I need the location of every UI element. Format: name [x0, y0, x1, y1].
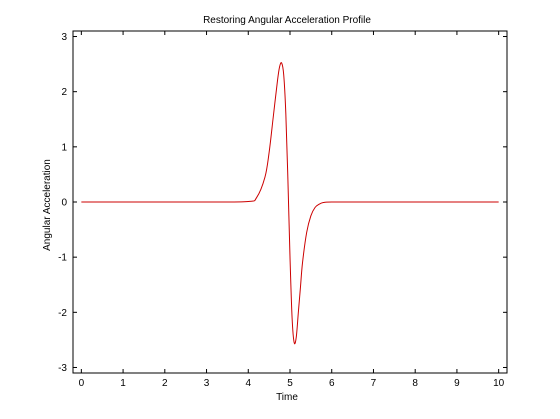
y-tick-label: -1: [58, 253, 67, 264]
y-tick-label: 3: [61, 32, 67, 43]
y-tick-label: 1: [61, 142, 67, 153]
y-tick-label: 0: [61, 198, 67, 209]
y-axis-label: Angular Acceleration: [42, 159, 53, 251]
axis-ticks: 0 1 2 3 4 5 6 7 8 9 10 -3 -2 -1 0 1 2 3: [58, 31, 507, 389]
x-tick-label: 8: [412, 378, 418, 389]
x-tick-label: 7: [371, 378, 377, 389]
x-axis-label: Time: [276, 392, 298, 403]
x-tick-label: 10: [493, 378, 505, 389]
series-layer: [81, 62, 499, 345]
x-tick-label: 6: [329, 378, 335, 389]
x-tick-label: 3: [204, 378, 210, 389]
chart-title: Restoring Angular Acceleration Profile: [203, 15, 371, 26]
x-tick-label: 0: [79, 378, 85, 389]
x-tick-label: 1: [120, 378, 126, 389]
x-tick-label: 4: [245, 378, 251, 389]
x-tick-label: 9: [454, 378, 460, 389]
y-tick-label: -2: [58, 308, 67, 319]
y-tick-label: 2: [61, 87, 67, 98]
x-tick-label: 2: [162, 378, 168, 389]
x-tick-label: 5: [287, 378, 293, 389]
y-tick-label: -3: [58, 363, 67, 374]
series-line: [81, 62, 499, 345]
